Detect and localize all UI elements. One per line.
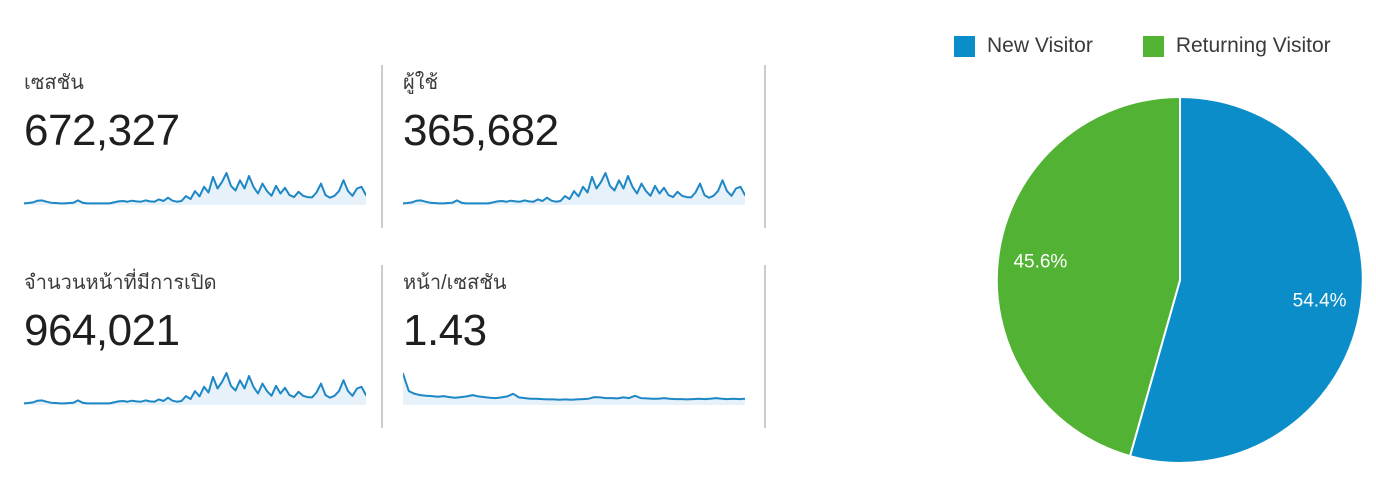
metric-value-sessions: 672,327 [24, 106, 180, 155]
pie-slice-new-visitor[interactable] [1128, 95, 1364, 464]
legend-swatch-returning-visitor [1142, 35, 1164, 57]
pie-legend: New Visitor Returning Visitor [954, 34, 1331, 58]
metric-value-pageviews: 964,021 [24, 306, 180, 355]
legend-label-returning-visitor: Returning Visitor [1175, 34, 1331, 57]
legend-item-returning-visitor: Returning Visitor [1142, 34, 1331, 58]
metric-card-users[interactable]: ผู้ใช้ 365,682 [383, 65, 766, 228]
legend-label-new-visitor: New Visitor [987, 34, 1093, 57]
metric-label-pageviews: จำนวนหน้าที่มีการเปิด [24, 272, 217, 294]
pie-slice-label: 45.6% [1013, 252, 1067, 273]
pageviews-sparkline [24, 372, 366, 405]
metric-value-pages-per-session: 1.43 [403, 306, 487, 355]
metric-label-sessions: เซสชัน [24, 72, 84, 94]
sessions-sparkline [24, 172, 366, 205]
pages-per-session-sparkline [403, 372, 745, 405]
pie-slice-label: 54.4% [1293, 290, 1347, 311]
legend-item-new-visitor: New Visitor [954, 34, 1093, 58]
metric-card-pages-per-session[interactable]: หน้า/เซสชัน 1.43 [383, 265, 766, 428]
metric-label-users: ผู้ใช้ [403, 72, 439, 94]
legend-swatch-new-visitor [954, 35, 975, 57]
visitor-type-pie-chart[interactable]: 54.4% 45.6% [994, 94, 1366, 466]
metric-value-users: 365,682 [403, 106, 559, 155]
pie-slice-returning-visitor[interactable] [995, 95, 1181, 458]
metric-card-sessions[interactable]: เซสชัน 672,327 [0, 65, 383, 228]
metric-label-pages-per-session: หน้า/เซสชัน [403, 272, 507, 294]
users-sparkline [403, 172, 745, 205]
metric-card-pageviews[interactable]: จำนวนหน้าที่มีการเปิด 964,021 [0, 265, 383, 428]
metrics-grid: เซสชัน 672,327 ผู้ใช้ 365,682 จำนวนหน้าท… [0, 65, 766, 428]
